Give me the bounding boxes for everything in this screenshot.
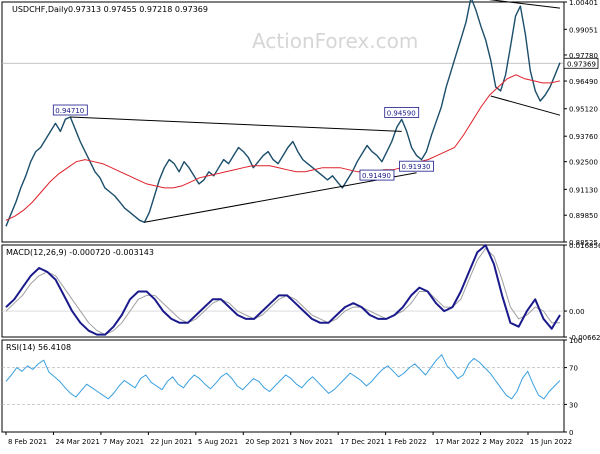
macd-signal-line	[5, 247, 560, 336]
rsi-y-tick-label: 30	[569, 401, 578, 409]
axis-ticks-layer: 1.00401 0.99051 0.97780 0.96490 0.95120 0.937…	[5, 0, 600, 446]
current-price-label: 0.97369	[567, 60, 596, 68]
x-tick-label: 24 Mar 2021	[55, 438, 99, 446]
price-annotation-label: 0.94590	[387, 109, 416, 117]
rsi-layer	[5, 354, 561, 400]
price-layer	[2, 0, 564, 227]
rsi-y-tick-label: 100	[569, 337, 582, 345]
x-tick-label: 22 Jun 2021	[150, 438, 192, 446]
watermark: ActionForex.com	[252, 29, 418, 53]
price-annotation-label: 0.91490	[362, 172, 391, 180]
price-y-tick-label: 1.00401	[569, 0, 598, 7]
x-tick-label: 3 Nov 2021	[293, 438, 333, 446]
price-y-tick-label: 0.88525	[569, 239, 598, 247]
price-y-tick-label: 0.96490	[569, 78, 598, 86]
rsi-y-tick-label: 0	[569, 429, 573, 437]
header-symbol: USDCHF,Daily	[12, 5, 68, 14]
macd-layer	[2, 244, 564, 336]
price-annotation-label: 0.91930	[402, 163, 431, 171]
price-panel-frame	[1, 1, 565, 243]
macd-panel-frame	[1, 244, 565, 338]
rsi-line	[5, 354, 561, 400]
price-annotation-box	[52, 104, 88, 116]
x-tick-label: 1 Feb 2022	[388, 438, 427, 446]
x-tick-label: 2 May 2022	[483, 438, 524, 446]
rsi-panel-frame	[1, 339, 565, 433]
price-annotation-box	[399, 160, 434, 172]
price-y-tick-label: 0.97780	[569, 52, 598, 60]
annotation-layer: 0.973690.947100.945900.914900.919301.006…	[52, 57, 599, 181]
x-tick-label: 20 Sep 2021	[245, 438, 289, 446]
x-tick-label: 7 May 2021	[103, 438, 144, 446]
price-y-tick-label: 0.93760	[569, 133, 598, 141]
price-y-tick-label: 0.91130	[569, 186, 598, 194]
rsi-label: RSI(14) 56.4108	[6, 343, 71, 352]
price-y-tick-label: 0.89850	[569, 212, 598, 220]
x-tick-label: 17 Mar 2022	[435, 438, 479, 446]
rsi-guides-layer	[2, 367, 564, 405]
macd-line	[5, 244, 561, 336]
rsi-y-tick-label: 70	[569, 365, 578, 373]
price-series-line	[5, 0, 561, 227]
macd-label: MACD(12,26,9) -0.000720 -0.003143	[6, 248, 154, 257]
current-price-box	[563, 57, 599, 69]
trendline	[490, 95, 561, 116]
macd-y-tick-label: 0.00	[569, 308, 585, 316]
x-tick-label: 5 Aug 2021	[198, 438, 238, 446]
price-annotation-box	[384, 107, 420, 118]
price-annotation-box	[359, 169, 395, 181]
x-tick-label: 15 Jun 2022	[530, 438, 572, 446]
price-y-tick-label: 0.95120	[569, 106, 598, 114]
macd-y-tick-label: -0.006629	[569, 334, 600, 342]
trendline	[488, 0, 561, 9]
macd-y-tick-label: 0.016856	[569, 242, 600, 250]
price-y-tick-label: 0.92500	[569, 159, 598, 167]
trendline	[70, 116, 402, 132]
moving-average-line	[5, 74, 561, 221]
price-y-tick-label: 0.99051	[569, 26, 598, 34]
price-annotation-label: 0.94710	[55, 107, 84, 115]
x-tick-label: 8 Feb 2021	[8, 438, 47, 446]
trendline	[144, 172, 417, 223]
x-tick-label: 17 Dec 2021	[340, 438, 385, 446]
header-ohlc: 0.97313 0.97455 0.97218 0.97369	[68, 5, 208, 14]
